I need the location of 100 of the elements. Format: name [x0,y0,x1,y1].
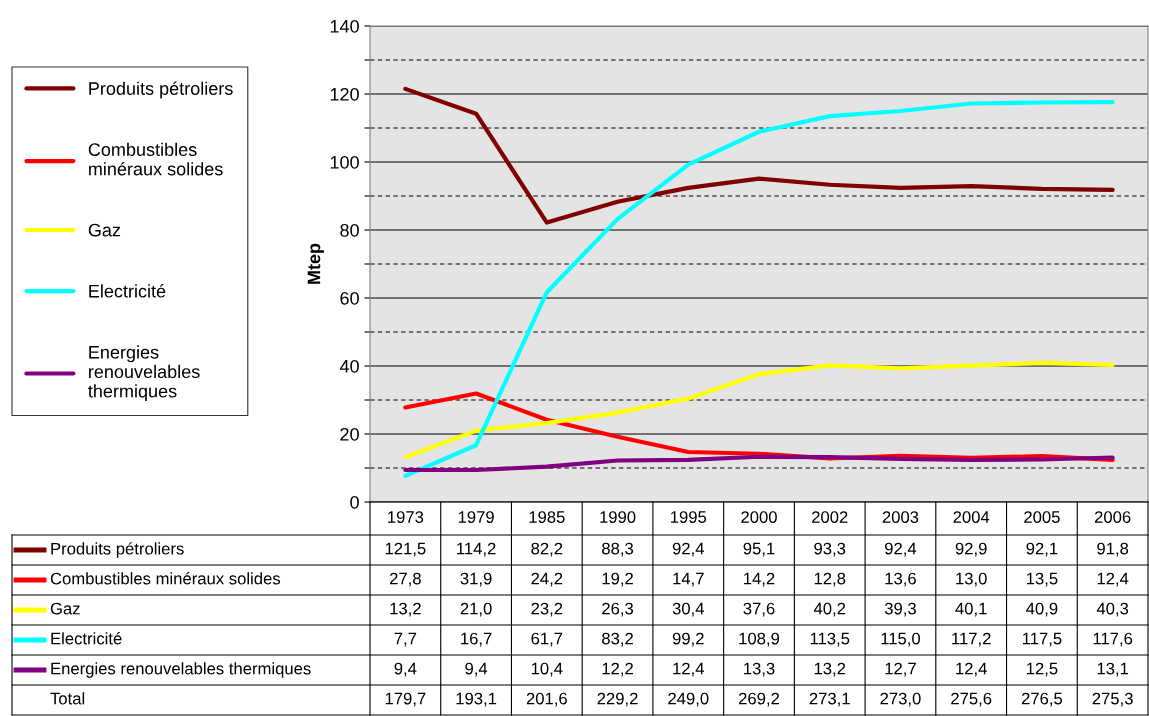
data-label: 88,3 [602,542,634,557]
text: 275,3 [1092,692,1133,707]
text: Electricité [51,632,122,645]
text: 249,0 [668,692,709,707]
data-label: 26,3 [602,602,634,617]
x-tick-label: 1990 [600,511,636,523]
data-label: 27,8 [389,572,421,587]
data-label: 7,7 [394,632,417,647]
data-label: 13,5 [1026,572,1058,587]
data-label: 92,9 [955,542,987,557]
data-label: 19,2 [602,572,633,587]
text: 275,6 [951,692,992,707]
data-label: 13,3 [744,662,775,677]
data-label: 92,1 [1026,542,1058,557]
data-label: 12,4 [956,662,987,677]
data-label: 13,2 [814,662,846,677]
y-tick-label: 140 [330,19,359,33]
data-label: 121,5 [385,542,426,557]
y-tick-label: 60 [340,291,359,305]
text: Energies renouvelables thermiques [51,662,311,678]
data-label: 40,1 [955,602,987,617]
legend-label: Produits pétroliers [89,81,233,99]
x-tick-label: 2005 [1024,511,1060,523]
data-label: 9,4 [394,662,417,677]
data-label: 99,2 [672,632,704,647]
data-label: 9,4 [465,662,488,677]
data-label: 113,5 [810,632,850,647]
text: 273,0 [880,692,921,707]
line-series [403,360,1115,460]
x-tick-label: 2003 [882,511,919,523]
data-label: 13,2 [390,602,421,617]
data-label: 83,2 [602,632,633,647]
y-tick-label: 120 [330,87,359,101]
data-label: 13,1 [1097,662,1129,677]
x-tick-label: 1985 [529,511,565,523]
data-label: 114,2 [457,542,496,557]
legend-label: Electricité [89,284,166,298]
line-series [403,100,1115,478]
text: 276,5 [1021,692,1063,707]
data-label: 95,1 [743,542,775,557]
text: Gaz [50,602,80,615]
x-tick-label: 2000 [741,511,777,523]
text: Produits pétroliers [51,542,184,558]
data-label: 115,0 [881,632,921,647]
text: 269,2 [738,692,780,707]
data-label: 91,8 [1097,542,1129,557]
legend-label: Gaz [88,223,121,237]
x-tick-label: 2004 [953,511,990,523]
data-label: 16,7 [461,632,492,647]
data-label: 13,0 [956,572,987,587]
text: Combustibles minéraux solides [88,142,223,176]
y-tick-label: 20 [340,427,359,441]
data-label: 40,2 [813,602,846,617]
data-label: 14,2 [744,572,775,587]
y-axis-title: Mtep [307,243,324,284]
text: 229,2 [597,692,638,707]
data-label: 30,4 [672,602,705,617]
data-label: 108,9 [739,632,780,647]
data-label: 40,3 [1096,602,1129,617]
x-tick-label: 1973 [388,511,424,523]
line-series [403,454,1115,473]
data-label: 12,8 [814,572,846,587]
x-tick-label: 2006 [1094,511,1131,523]
text: 193,1 [456,692,497,707]
data-label: 10,4 [531,662,563,677]
x-tick-label: 1995 [671,511,707,523]
data-label: 12,2 [602,662,633,677]
line-series [403,86,1115,225]
data-label: 23,2 [531,602,563,617]
text: 201,6 [526,692,567,707]
y-tick-label: 40 [339,359,359,373]
data-label: 117,5 [1022,632,1062,647]
text: 179,7 [385,692,426,707]
data-label: 61,7 [531,632,563,647]
data-label: 117,6 [1093,632,1133,647]
data-label: 24,2 [531,572,563,587]
data-label: 92,4 [672,542,705,557]
legend-label: Energies renouvelables thermiques [88,345,200,402]
y-tick-label: 0 [350,495,359,509]
text: Total [50,692,85,705]
data-label: 39,3 [884,602,916,617]
data-label: 13,6 [885,572,916,587]
data-label: 82,2 [531,542,563,557]
data-label: 12,7 [885,662,916,677]
x-tick-label: 2002 [812,511,848,523]
legend-label: Combustibles minéraux solides [50,572,281,585]
y-tick-label: 100 [330,155,359,169]
data-label: 37,6 [743,602,775,617]
data-label: 21,0 [460,602,492,617]
data-label: 12,4 [1097,572,1129,587]
data-label: 31,9 [460,572,492,587]
data-label: 93,3 [814,542,846,557]
text: 273,1 [809,692,850,707]
data-label: 92,4 [885,542,917,557]
data-label: 117,2 [952,632,991,647]
data-label: 12,5 [1026,662,1058,677]
y-tick-label: 80 [340,223,359,237]
x-tick-label: 1979 [458,511,494,523]
data-label: 12,4 [673,662,705,677]
data-label: 14,7 [673,572,704,587]
